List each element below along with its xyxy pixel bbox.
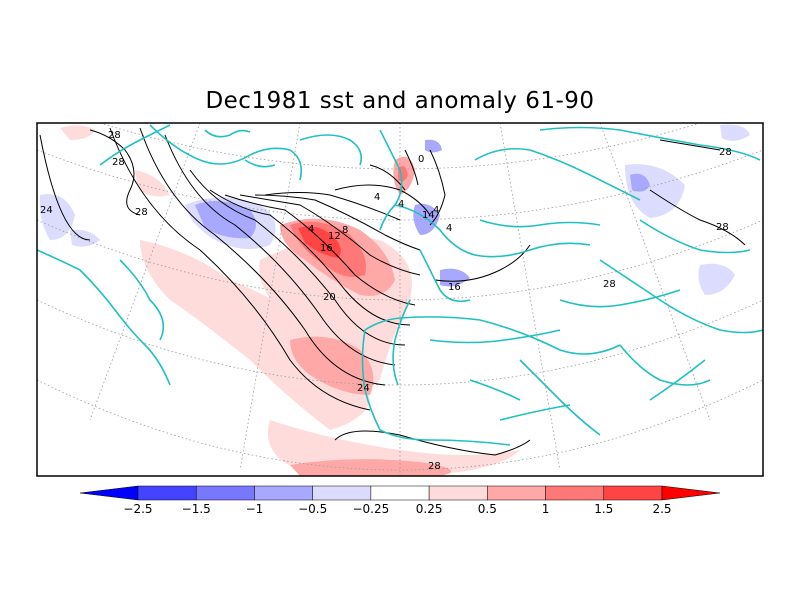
contour-label: 28 [428, 461, 441, 472]
contour-label: 0 [418, 154, 424, 165]
colorbar-arrow-high [661, 485, 721, 501]
colorbar: −2.5 −1.5 −1 −0.5 −0.25 0.25 0.5 1 1.5 2.5 [79, 485, 721, 516]
colorbar-swatch [428, 485, 488, 501]
colorbar-tick-label: 1.5 [594, 502, 613, 516]
contour-label: 4 [374, 192, 380, 203]
colorbar-tick-label: 0.25 [416, 502, 443, 516]
coastlines [37, 124, 763, 446]
contour-label: 4 [433, 205, 439, 216]
colorbar-swatch [370, 485, 430, 501]
contour-label: 24 [40, 205, 53, 216]
contour-label: 14 [422, 210, 435, 221]
colorbar-tick-label: −0.5 [298, 502, 327, 516]
contour-label: 28 [603, 279, 616, 290]
contour-label: 24 [357, 383, 370, 394]
colorbar-swatch [545, 485, 605, 501]
colorbar-swatch [195, 485, 255, 501]
contour-label: 28 [716, 222, 729, 233]
map-frame [36, 122, 764, 477]
contour-label: 4 [446, 223, 452, 234]
colorbar-tick-label: −1.5 [182, 502, 211, 516]
contour-label: 16 [320, 243, 333, 254]
contour-label: 28 [719, 147, 732, 158]
negative-anomaly-shading [39, 124, 750, 295]
colorbar-arrow-low [79, 485, 139, 501]
positive-anomaly-shading [60, 125, 520, 476]
contour-label: 4 [308, 224, 314, 235]
colorbar-tick-label: −0.25 [352, 502, 389, 516]
colorbar-tick-label: 0.5 [478, 502, 497, 516]
contour-label: 28 [108, 130, 121, 141]
contour-label: 4 [398, 199, 404, 210]
colorbar-tick-label: −1 [246, 502, 264, 516]
colorbar-tick-label: 2.5 [652, 502, 671, 516]
contour-label: 12 [328, 231, 341, 242]
colorbar-swatch [603, 485, 663, 501]
contour-label: 16 [448, 282, 461, 293]
contour-labels: 28 28 28 24 28 4 4 4 8 12 16 20 24 28 4 … [40, 130, 732, 472]
colorbar-swatch [487, 485, 546, 501]
contour-label: 28 [112, 157, 125, 168]
contour-label: 8 [342, 225, 348, 236]
contour-label: 28 [135, 207, 148, 218]
colorbar-swatch [312, 485, 372, 501]
map-title: Dec1981 sst and anomaly 61-90 [205, 88, 595, 114]
colorbar-swatch [254, 485, 313, 501]
colorbar-tick-label: 1 [542, 502, 550, 516]
sst-contours [39, 127, 746, 456]
contour-label: 20 [323, 292, 336, 303]
colorbar-tick-label: −2.5 [123, 502, 152, 516]
colorbar-swatch [137, 485, 197, 501]
